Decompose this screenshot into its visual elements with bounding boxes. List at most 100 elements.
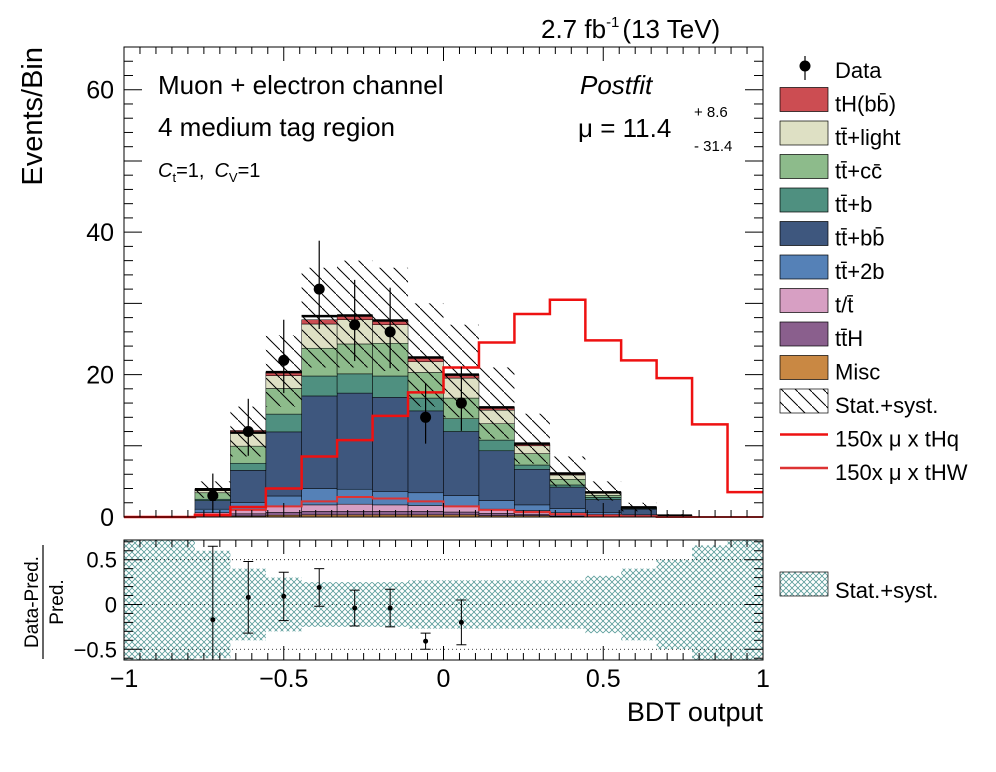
ratio-band-bin bbox=[692, 545, 728, 660]
ratio-point bbox=[458, 619, 464, 625]
data-points bbox=[207, 240, 467, 513]
ratio-point bbox=[245, 594, 251, 600]
stack-bar-tt-bb bbox=[443, 431, 480, 496]
legend-swatch-crosshatch bbox=[779, 571, 829, 597]
data-point bbox=[420, 411, 432, 423]
legend-swatch-tt-2b bbox=[779, 254, 829, 280]
y-tick-label: 40 bbox=[86, 219, 114, 247]
stack-bar-tt-2b bbox=[443, 495, 480, 507]
legend-label: tt̄+light bbox=[835, 125, 900, 150]
stack-bar-tt-b bbox=[478, 439, 515, 452]
stack-bar-tt-b bbox=[265, 413, 302, 433]
stack-bar-tt-b bbox=[230, 462, 267, 471]
stack-bar-tt-bb bbox=[372, 397, 409, 492]
stack-bar-tt-bb bbox=[514, 469, 551, 506]
legend-swatch-t-tbar bbox=[779, 288, 829, 313]
legend-label: tt̄+bb̄ bbox=[835, 226, 885, 251]
ratio-y-tick-label: 0.5 bbox=[86, 548, 117, 573]
stack-bar-tt-bb bbox=[549, 486, 586, 509]
x-tick-label: 1 bbox=[756, 665, 770, 693]
y-tick-label: 0 bbox=[100, 504, 114, 532]
data-point bbox=[455, 397, 467, 409]
signal-thw-line bbox=[124, 496, 763, 518]
legend-label: tt̄+2b bbox=[835, 259, 885, 284]
ratio-y-tick-label: 0 bbox=[105, 592, 117, 617]
ratio-y-label-numerator: Data-Pred. bbox=[22, 556, 43, 648]
signal-lines bbox=[124, 298, 763, 519]
y-tick-label: 60 bbox=[86, 77, 114, 105]
x-axis-label: BDT output bbox=[627, 697, 764, 727]
legend-main: Data tH(bb̄) tt̄+light tt̄+cc̄ tt̄+b tt̄+bb̄ t… bbox=[779, 56, 968, 485]
stack-bar-tt-2b bbox=[301, 488, 338, 506]
ratio-axes: −0.5 0 0.5 −1 −0.5 0 0.5 1 BDT output Data-Pred. P… bbox=[22, 539, 770, 727]
stack-bar-tt-bb bbox=[478, 450, 515, 501]
region-label: 4 medium tag region bbox=[158, 112, 395, 142]
ratio-point bbox=[281, 593, 287, 599]
x-tick-label: −0.5 bbox=[259, 665, 308, 693]
ratio-point bbox=[352, 605, 358, 611]
stack-bar-tt-b bbox=[372, 375, 409, 398]
ratio-y-label-denominator: Pred. bbox=[47, 579, 68, 624]
uncertainty-hatch-bin bbox=[514, 413, 550, 464]
ratio-uncertainty-band bbox=[124, 540, 763, 660]
stack-bar-ttH bbox=[372, 511, 409, 516]
x-tick-label: 0 bbox=[437, 665, 451, 693]
stack-bar-tt-bb bbox=[265, 431, 302, 497]
legend-swatch-ttH bbox=[779, 321, 829, 347]
legend-label: tt̄+b bbox=[835, 192, 872, 217]
stack-bar-tt-bb bbox=[230, 470, 267, 503]
legend-marker-data bbox=[799, 60, 811, 72]
main-axes: 0 20 40 60 Events/Bin bbox=[17, 46, 764, 532]
stack-bar-tt-2b bbox=[407, 492, 444, 506]
legend-label: tH(bb̄) bbox=[835, 92, 896, 117]
uncertainty-hatch-bin bbox=[656, 514, 693, 517]
ratio-band-bin bbox=[656, 559, 693, 650]
legend-label: Stat.+syst. bbox=[835, 578, 938, 603]
data-point bbox=[242, 426, 254, 438]
ratio-y-tick-label: −0.5 bbox=[74, 637, 117, 662]
ratio-band-bin bbox=[549, 580, 586, 629]
stack-bar-t-tbar bbox=[407, 505, 444, 512]
legend-swatch-tH-bb bbox=[779, 87, 829, 112]
y-tick-label: 20 bbox=[86, 362, 114, 390]
legend-label: tt̄+cc̄ bbox=[835, 159, 882, 184]
legend-label: Misc bbox=[835, 360, 880, 385]
stack-bar-tt-b bbox=[336, 373, 373, 394]
data-point bbox=[313, 283, 325, 295]
lumi-label: 2.7 fb-1 (13 TeV) bbox=[541, 14, 720, 44]
legend-swatch-misc bbox=[779, 355, 829, 380]
uncertainty-hatch-bin bbox=[621, 502, 657, 512]
ratio-band-bin bbox=[408, 580, 444, 629]
ratio-point bbox=[316, 584, 322, 590]
mu-value: μ = 11.4 bbox=[578, 113, 671, 143]
stack-bar-ttH bbox=[336, 511, 373, 516]
stack-bar-tt-b bbox=[301, 375, 338, 397]
couplings-label: Ct=1, CV=1 bbox=[158, 160, 260, 185]
legend-label: 150x μ x tHq bbox=[835, 427, 959, 452]
ratio-point bbox=[387, 605, 393, 611]
legend-swatch-hatch bbox=[779, 388, 829, 414]
signal-thq-line bbox=[124, 298, 763, 519]
legend-swatch-tt-b bbox=[779, 187, 829, 213]
uncertainty-hatch-bin bbox=[585, 481, 622, 501]
stack-bar-tt-bb bbox=[301, 395, 338, 489]
ratio-band-bin bbox=[727, 540, 763, 660]
legend-swatch-tt-light bbox=[779, 120, 829, 146]
y-axis-label: Events/Bin bbox=[17, 47, 49, 186]
data-point bbox=[278, 354, 290, 366]
x-tick-label: 0.5 bbox=[586, 665, 621, 693]
ratio-band-bin bbox=[585, 575, 622, 634]
legend-label: 150x μ x tHW bbox=[835, 460, 968, 485]
data-point bbox=[349, 319, 361, 331]
ratio-band-bin bbox=[159, 540, 195, 660]
stack-bar-tt-b bbox=[514, 464, 551, 470]
ratio-point bbox=[210, 617, 216, 623]
ratio-band-bin bbox=[124, 540, 160, 660]
mu-uncert-down: - 31.4 bbox=[694, 138, 732, 155]
stack-bar-tt-2b bbox=[514, 504, 551, 511]
legend-label: tt̄H bbox=[835, 326, 863, 351]
ratio-band-bin bbox=[621, 568, 657, 641]
stack-bar-ttH bbox=[407, 511, 444, 516]
postfit-label: Postfit bbox=[580, 70, 654, 100]
